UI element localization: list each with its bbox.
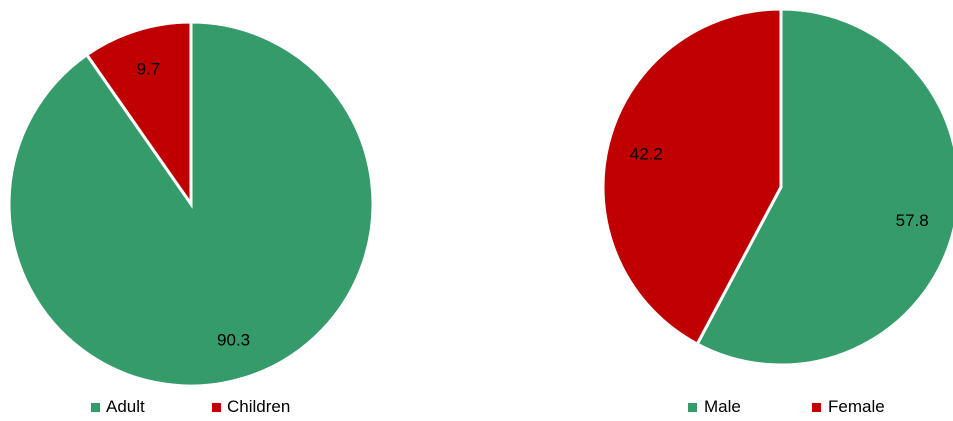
- legend-swatch-female: [812, 403, 821, 412]
- age-pie-chart: 90.3 9.7 Adult Children: [7, 20, 375, 416]
- data-label-female: 42.2: [630, 144, 663, 163]
- legend-swatch-children: [212, 403, 221, 412]
- gender-pie-chart: 57.8 42.2 Male Female: [601, 7, 953, 416]
- legend-label-adult: Adult: [106, 397, 145, 416]
- legend-label-children: Children: [227, 397, 290, 416]
- pie-slice-male: [695, 7, 953, 367]
- legend-swatch-male: [688, 403, 697, 412]
- legend-label-female: Female: [828, 397, 885, 416]
- data-label-male: 57.8: [896, 211, 929, 230]
- data-label-adult: 90.3: [217, 330, 250, 349]
- data-label-children: 9.7: [137, 60, 161, 79]
- legend-swatch-adult: [91, 403, 100, 412]
- pie-slice-female: [601, 7, 783, 347]
- pie-slice-children: [84, 20, 193, 209]
- legend-label-male: Male: [704, 397, 741, 416]
